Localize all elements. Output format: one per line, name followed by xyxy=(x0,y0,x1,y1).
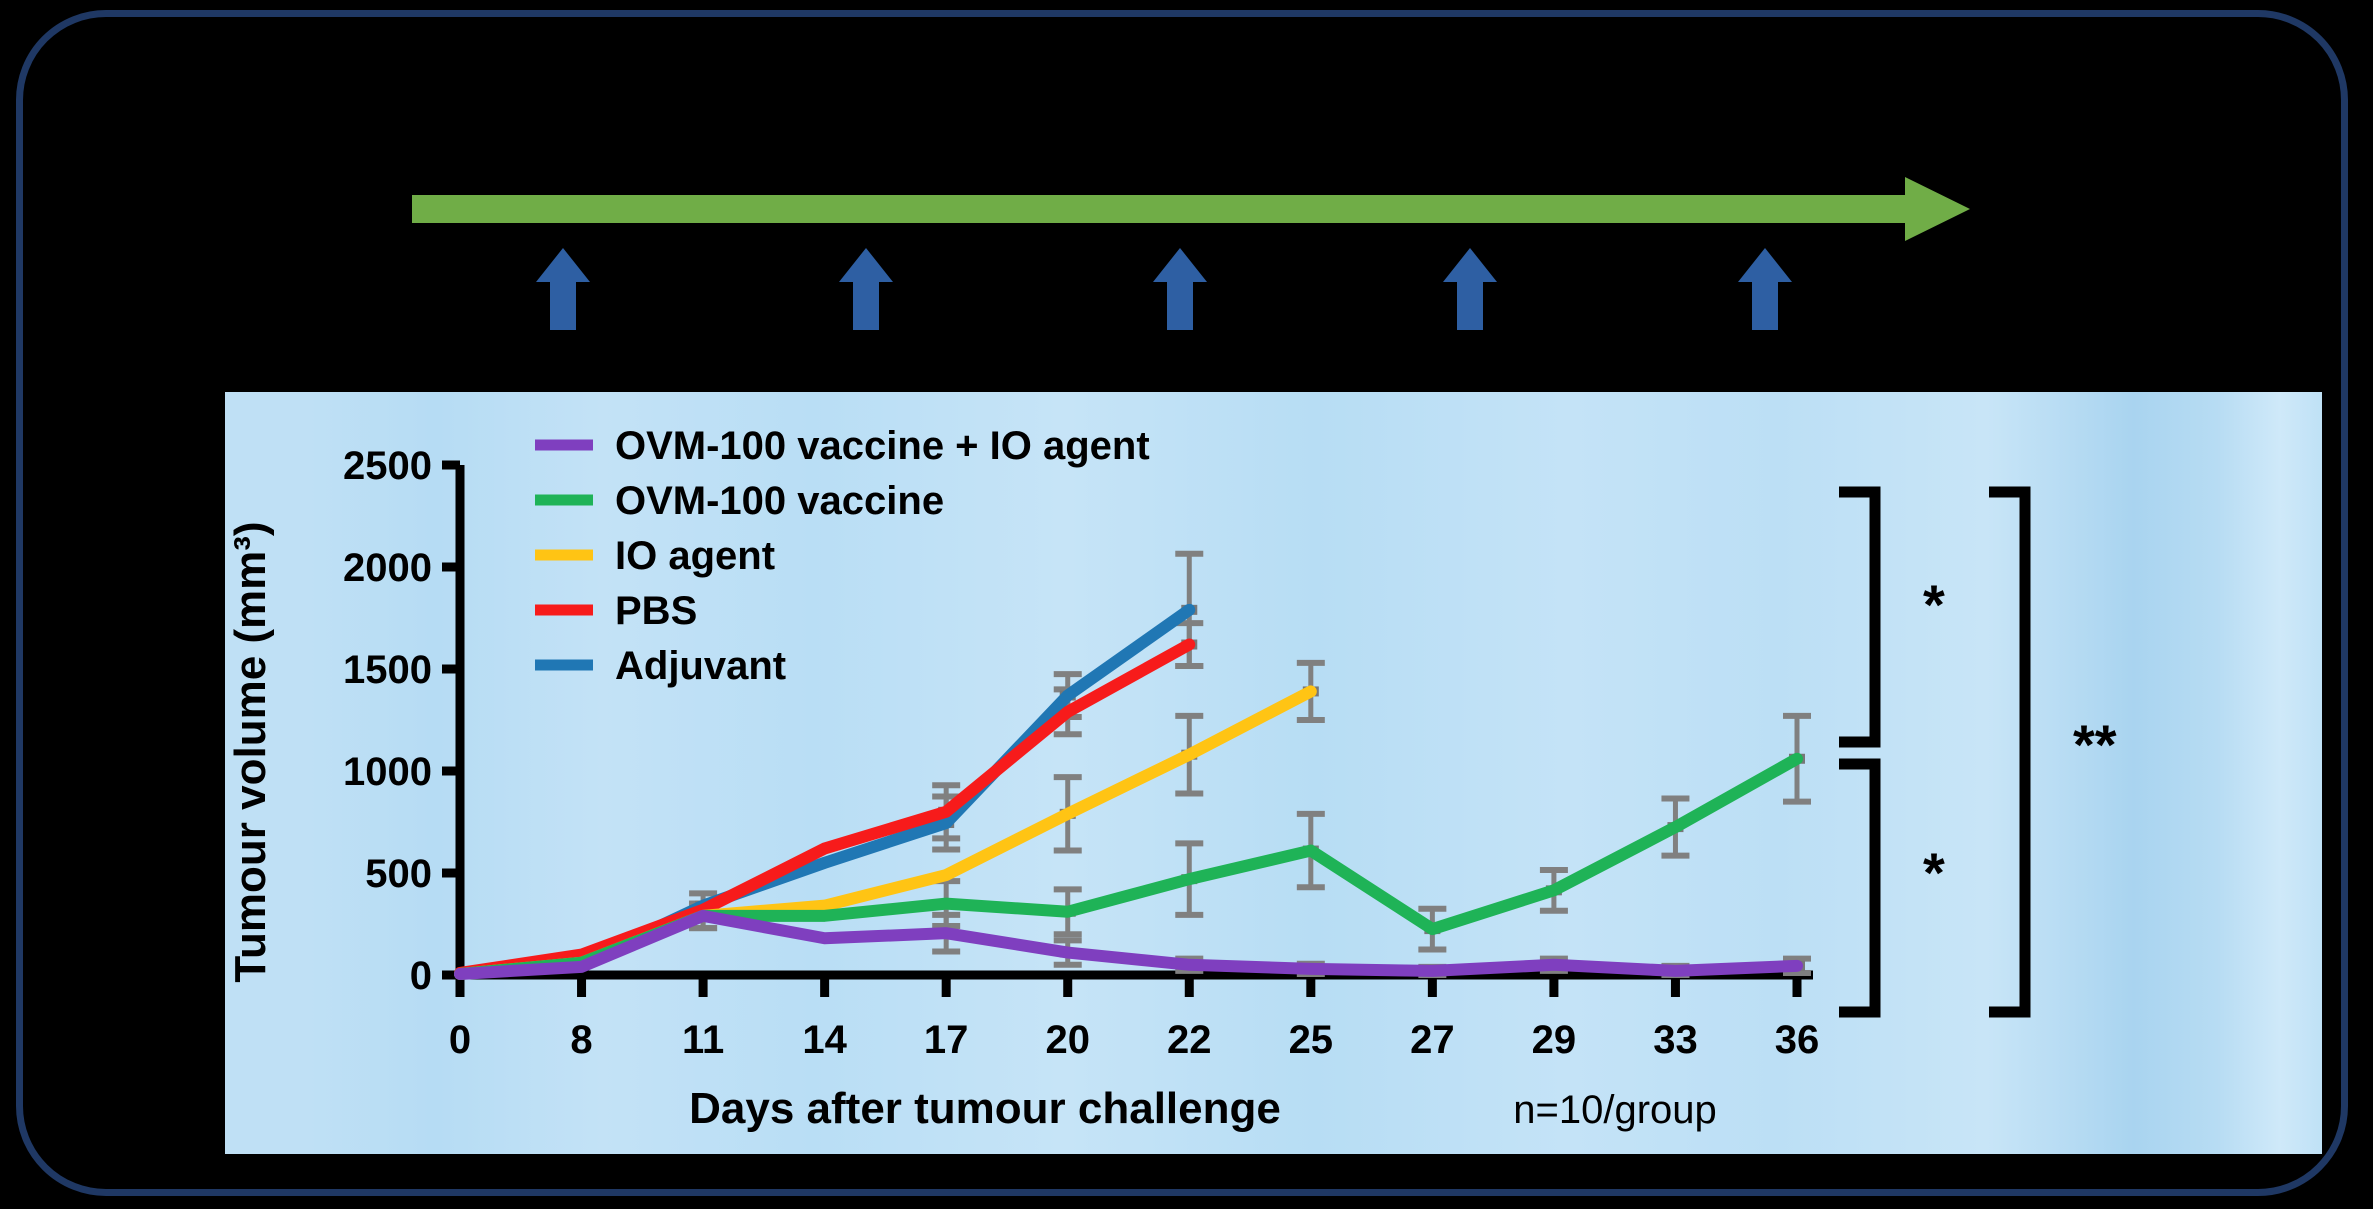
timeline-event-arrow-2 xyxy=(839,248,893,330)
x-tick-label: 22 xyxy=(1167,1018,1212,1062)
timeline-day-label-5: Day 26 xyxy=(1718,343,1836,384)
timeline-label-cellline: TC1 cell line xyxy=(470,50,674,91)
series-line xyxy=(454,638,1196,979)
x-tick-label: 36 xyxy=(1775,1018,1820,1062)
x-axis-title: Days after tumour challenge xyxy=(689,1084,1281,1133)
y-tick-label: 0 xyxy=(410,954,432,998)
x-tick-label: 11 xyxy=(682,1018,724,1062)
timeline-day-label-3: Day 12 xyxy=(1118,343,1236,384)
series-line xyxy=(454,909,1803,980)
tumour-growth-chart-panel: 0 500 1000 1500 2000 2500 0 8 11 14 17 20 22 25 27 29 33… xyxy=(225,392,2322,1154)
timeline-day-label-4: Day 19 xyxy=(1425,343,1543,384)
significance-marker: * xyxy=(1923,841,1945,904)
y-tick-label: 2500 xyxy=(343,444,432,488)
timeline-label-vaccination-1: vaccination xyxy=(790,113,976,154)
legend-label: OVM-100 vaccine xyxy=(615,479,944,523)
timeline-label-vaccination-3: vaccination xyxy=(1368,113,1554,154)
series-line xyxy=(454,752,1803,980)
sample-size-annotation: n=10/group xyxy=(1513,1088,1717,1132)
tumour-growth-chart: 0 500 1000 1500 2000 2500 0 8 11 14 17 20 22 25 27 29 33… xyxy=(226,424,2117,1133)
legend-label: IO agent xyxy=(615,534,775,578)
timeline-green-arrow xyxy=(412,177,1970,241)
y-tick-label: 2000 xyxy=(343,546,432,590)
y-tick-label: 1500 xyxy=(343,648,432,692)
y-tick-label: 1000 xyxy=(343,750,432,794)
x-tick-label: 27 xyxy=(1410,1018,1455,1062)
legend-label: PBS xyxy=(615,589,697,633)
x-tick-label: 33 xyxy=(1653,1018,1698,1062)
timeline-event-arrow-5 xyxy=(1738,248,1792,330)
timeline-event-arrow-4 xyxy=(1443,248,1497,330)
x-tick-label: 14 xyxy=(802,1018,847,1062)
timeline-label-vaccination-2: vaccination xyxy=(1072,113,1258,154)
y-tick-label: 500 xyxy=(365,852,432,896)
timeline-event-arrow-3 xyxy=(1153,248,1207,330)
significance-brackets xyxy=(1839,486,2031,1018)
x-tick-label: 25 xyxy=(1289,1018,1334,1062)
significance-marker: * xyxy=(1923,573,1945,636)
legend-label: OVM-100 vaccine + IO agent xyxy=(615,424,1150,468)
timeline-day-label-2: Day 5 xyxy=(828,343,925,384)
timeline-label-vaccination-4: vaccination xyxy=(1660,113,1846,154)
timeline-event-arrow-1 xyxy=(536,248,590,330)
x-tick-label: 0 xyxy=(449,1018,471,1062)
timeline-day-label-1: Day xyxy=(532,343,598,384)
x-tick-label: 29 xyxy=(1532,1018,1577,1062)
significance-marker: ** xyxy=(2073,713,2117,776)
y-axis-title: Tumour volume (mm³) xyxy=(226,521,275,982)
timeline-graphics xyxy=(412,177,1970,330)
x-tick-label: 17 xyxy=(924,1018,969,1062)
x-tick-label: 8 xyxy=(570,1018,592,1062)
legend-label: Adjuvant xyxy=(615,644,786,688)
x-tick-label: 20 xyxy=(1045,1018,1090,1062)
